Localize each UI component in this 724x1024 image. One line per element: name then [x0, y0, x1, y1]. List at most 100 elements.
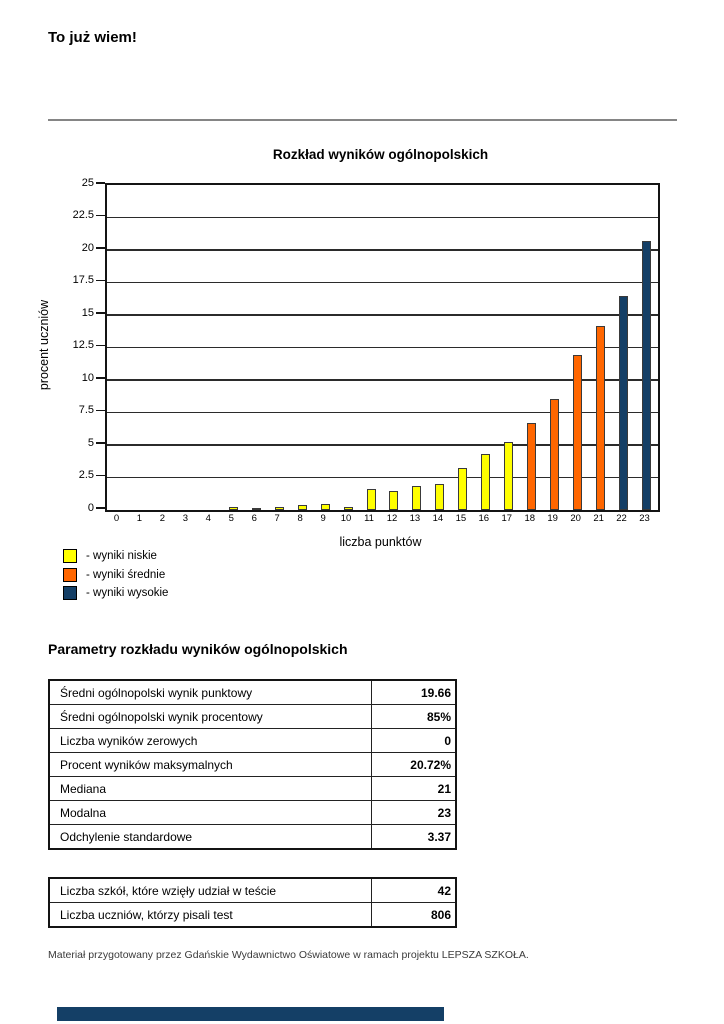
x-tick-label: 6 [251, 513, 257, 524]
table-row: Modalna 23 [48, 800, 457, 825]
param-label: Liczba uczniów, którzy pisali test [48, 902, 372, 928]
plot-area [105, 183, 660, 512]
bar [366, 489, 376, 510]
bar [573, 355, 583, 510]
y-tick-label: 12.5 [72, 339, 94, 351]
bar [320, 503, 330, 510]
x-tick-label: 19 [547, 513, 558, 524]
table-row: Średni ogólnopolski wynik punktowy 19.66 [48, 679, 457, 705]
gridline [107, 346, 658, 349]
legend-swatch-icon [63, 549, 77, 564]
bar [642, 240, 652, 510]
y-tick-label: 5 [87, 436, 94, 449]
bar [527, 422, 537, 510]
x-tick-label: 21 [593, 513, 604, 524]
y-tick-mark [96, 279, 105, 282]
y-tick-mark [96, 474, 105, 477]
y-tick-mark [96, 214, 105, 217]
y-tick-mark [96, 182, 105, 184]
y-tick-mark [96, 377, 105, 379]
x-tick-label: 9 [320, 513, 326, 524]
table-row: Liczba wyników zerowych 0 [48, 728, 457, 753]
x-tick-label: 16 [478, 513, 490, 524]
gridline [107, 444, 658, 446]
legend-item: - wyniki średnie [63, 566, 168, 585]
param-value: 23 [371, 800, 457, 825]
param-label: Modalna [48, 800, 372, 825]
footer-bar [57, 1007, 444, 1021]
bar [458, 468, 468, 510]
gridline [107, 314, 658, 316]
params-table-body: Średni ogólnopolski wynik punktowy 19.66 Ś… [48, 679, 457, 850]
param-label: Średni ogólnopolski wynik punktowy [48, 679, 372, 705]
gridline [107, 476, 658, 479]
gridline [107, 216, 658, 219]
y-tick-mark [96, 409, 105, 412]
param-value: 42 [371, 877, 457, 903]
x-tick-label: 23 [639, 513, 650, 524]
table-row: Procent wyników maksymalnych 20.72% [48, 752, 457, 777]
y-tick-mark [96, 507, 105, 509]
param-value: 20.72% [371, 752, 457, 777]
x-tick-label: 13 [409, 513, 421, 524]
bar [596, 326, 606, 510]
gridline [107, 249, 658, 251]
legend-item: - wyniki niskie [63, 547, 168, 566]
chart-legend: - wyniki niskie - wyniki średnie - wyniki … [63, 547, 168, 603]
parameters-table: Średni ogólnopolski wynik punktowy 19.66 Ś… [48, 679, 457, 850]
participation-table-body: Liczba szkół, które wzięły udział w teśc… [48, 877, 457, 928]
param-value: 0 [371, 728, 457, 753]
legend-label: - wyniki niskie [86, 550, 157, 563]
bar [274, 506, 284, 510]
param-label: Odchylenie standardowe [48, 824, 372, 850]
param-label: Średni ogólnopolski wynik procentowy [48, 704, 372, 729]
gridline [107, 411, 658, 414]
y-tick-label: 15 [81, 306, 94, 319]
parameters-heading: Parametry rozkładu wyników ogólnopolskic… [48, 641, 348, 657]
horizontal-rule [48, 119, 677, 121]
x-tick-label: 8 [297, 513, 303, 524]
bar [435, 484, 445, 510]
param-label: Procent wyników maksymalnych [48, 752, 372, 777]
y-tick-mark [96, 247, 105, 249]
legend-swatch-icon [63, 567, 77, 582]
y-tick-label: 22.5 [72, 209, 94, 221]
y-tick-label: 0 [87, 501, 94, 514]
x-tick-label: 3 [182, 513, 188, 524]
x-tick-label: 11 [364, 513, 374, 524]
x-tick-label: 10 [340, 513, 352, 524]
participation-table: Liczba szkół, które wzięły udział w teśc… [48, 877, 457, 928]
bar [619, 295, 629, 510]
param-value: 21 [371, 776, 457, 801]
x-tick-label: 18 [524, 513, 536, 524]
x-tick-label: 7 [274, 513, 280, 524]
legend-item: - wyniki wysokie [63, 584, 168, 603]
footer-note: Materiał przygotowany przez Gdańskie Wyd… [48, 949, 529, 961]
param-label: Mediana [48, 776, 372, 801]
param-value: 19.66 [371, 679, 457, 705]
bar [389, 490, 399, 510]
bar [251, 508, 261, 510]
x-axis-title: liczba punktów [339, 535, 422, 549]
table-row: Mediana 21 [48, 776, 457, 801]
bar [297, 505, 307, 510]
y-tick-label: 7.5 [78, 404, 94, 416]
x-tick-label: 0 [113, 513, 120, 524]
x-tick-label: 1 [136, 513, 143, 524]
x-tick-label: 5 [228, 513, 234, 524]
page-title: To już wiem! [48, 29, 137, 46]
y-tick-label: 20 [81, 241, 94, 254]
table-row: Liczba szkół, które wzięły udział w teśc… [48, 877, 457, 903]
bar [550, 398, 560, 510]
y-tick-mark [96, 442, 105, 444]
x-tick-label: 12 [386, 513, 398, 524]
bar [228, 506, 238, 510]
y-tick-mark [96, 344, 105, 347]
bar [343, 506, 353, 510]
x-tick-label: 22 [616, 513, 627, 524]
y-tick-mark [96, 312, 105, 314]
bar [504, 442, 514, 510]
bar [412, 485, 422, 510]
legend-swatch-icon [63, 586, 77, 601]
